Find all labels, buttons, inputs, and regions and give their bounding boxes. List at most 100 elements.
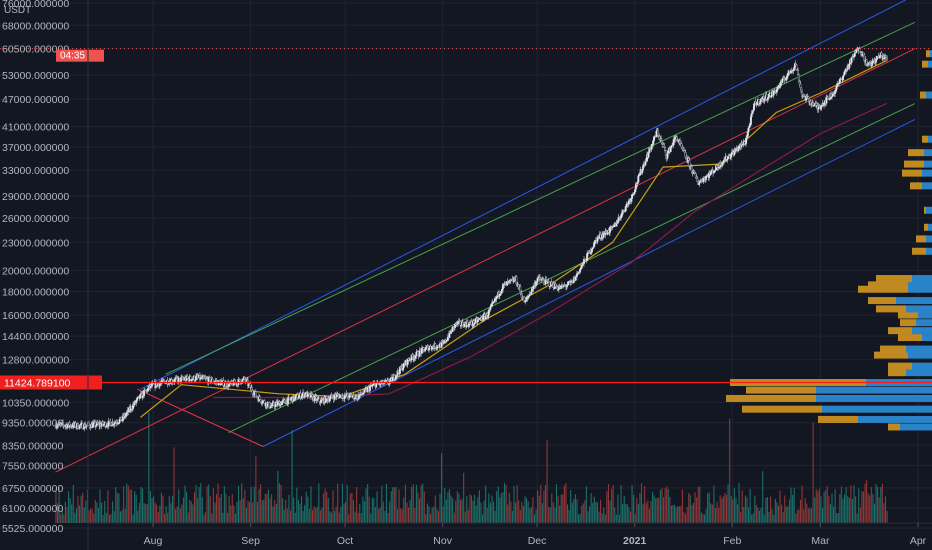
volume-bar [801, 485, 803, 523]
volume-bar [289, 510, 292, 523]
volume-bar [844, 494, 846, 523]
volume-bar [513, 485, 515, 523]
volume-bar [220, 494, 222, 523]
volume-bar [228, 496, 230, 523]
volume-bar [80, 495, 82, 523]
volume-bar [596, 502, 598, 523]
volume-bar [683, 512, 685, 523]
volume-bar [437, 511, 440, 523]
volume-bar [598, 511, 600, 523]
volume-bar [516, 485, 518, 523]
candle-body [429, 346, 432, 349]
price-tick-label: 37000.000000 [2, 142, 69, 154]
volume-bar [848, 497, 850, 523]
volume-bar [360, 513, 362, 523]
profile-bar-down [924, 223, 928, 231]
volume-bar [304, 505, 306, 523]
volume-bar [102, 514, 104, 523]
volume-bar [140, 486, 142, 523]
volume-bar [540, 484, 542, 523]
volume-bar [549, 507, 551, 523]
price-tick-label: 23000.000000 [2, 237, 69, 249]
price-tick-label: 60500.000000 [2, 44, 69, 56]
profile-bar-down [868, 281, 908, 289]
volume-bar [507, 504, 509, 523]
volume-bar [211, 513, 213, 523]
price-tick-label: 6100.000000 [2, 503, 63, 515]
volume-bar [91, 509, 93, 523]
volume-bar [749, 488, 751, 523]
volume-bar [554, 507, 556, 523]
channel-line [262, 118, 916, 447]
volume-bar [710, 503, 712, 523]
volume-bar [872, 493, 874, 523]
volume-bar [877, 486, 879, 523]
volume-bar [697, 486, 699, 523]
regression-channel [55, 0, 916, 473]
volume-bar [483, 500, 485, 523]
volume-bar [77, 496, 79, 523]
volume-bar [856, 513, 858, 523]
volume-bar [555, 484, 558, 523]
profile-bar-up [922, 334, 932, 342]
volume-bar [779, 490, 781, 523]
volume-bar [508, 492, 510, 523]
time-tick-label: Nov [433, 535, 452, 547]
volume-bar [178, 489, 180, 523]
volume-bar [707, 493, 709, 523]
volume-bar [82, 492, 84, 523]
volume-bar [439, 493, 441, 523]
volume-bar [636, 497, 638, 523]
volume-bar [315, 508, 317, 523]
volume-bar [499, 497, 501, 523]
price-label-box [0, 375, 102, 390]
volume-bar [175, 509, 177, 523]
price-tick-label: 18000.000000 [2, 286, 69, 298]
candle-body [642, 165, 644, 170]
volume-bar [831, 493, 833, 523]
volume-bar [422, 483, 424, 523]
volume-bar [686, 506, 688, 523]
candle-body [768, 94, 770, 98]
profile-bar-down [888, 362, 912, 370]
volume-bar [291, 429, 293, 523]
volume-bar [198, 487, 200, 523]
profile-bar-up [912, 275, 932, 283]
volume-bar [491, 495, 493, 523]
volume-bar [823, 491, 825, 523]
volume-bar [714, 508, 717, 523]
volume-bar [293, 497, 295, 523]
volume-bar [722, 496, 724, 523]
volume-bar [181, 504, 183, 523]
volume-bar [477, 497, 479, 523]
profile-bar-down [874, 351, 908, 359]
volume-bar [423, 491, 425, 523]
volume-bar [755, 505, 757, 523]
volume-bar [861, 491, 863, 523]
candle-body [223, 384, 226, 387]
volume-bar [401, 509, 403, 523]
volume-bar [760, 507, 762, 523]
volume-bar [379, 507, 381, 523]
volume-bar [842, 498, 844, 523]
volume-bar [409, 500, 411, 523]
volume-bar [420, 485, 422, 523]
volume-bar [820, 496, 822, 523]
volume-bar [357, 512, 359, 523]
volume-bar [75, 508, 77, 523]
volume-bar [173, 447, 175, 523]
volume-bar [260, 484, 262, 523]
candle-body [799, 83, 802, 88]
volume-bar [200, 483, 202, 523]
candle-body [664, 147, 667, 151]
price-tick-label: 20000.000000 [2, 265, 69, 277]
volume-bar [623, 495, 625, 523]
volume-bar [368, 496, 370, 523]
price-tick-label: 16000.000000 [2, 310, 69, 322]
volume-bar [126, 483, 128, 523]
profile-bar-down [904, 160, 924, 168]
volume-bar [408, 507, 410, 523]
volume-bar [729, 418, 731, 523]
candle-body [254, 391, 257, 397]
